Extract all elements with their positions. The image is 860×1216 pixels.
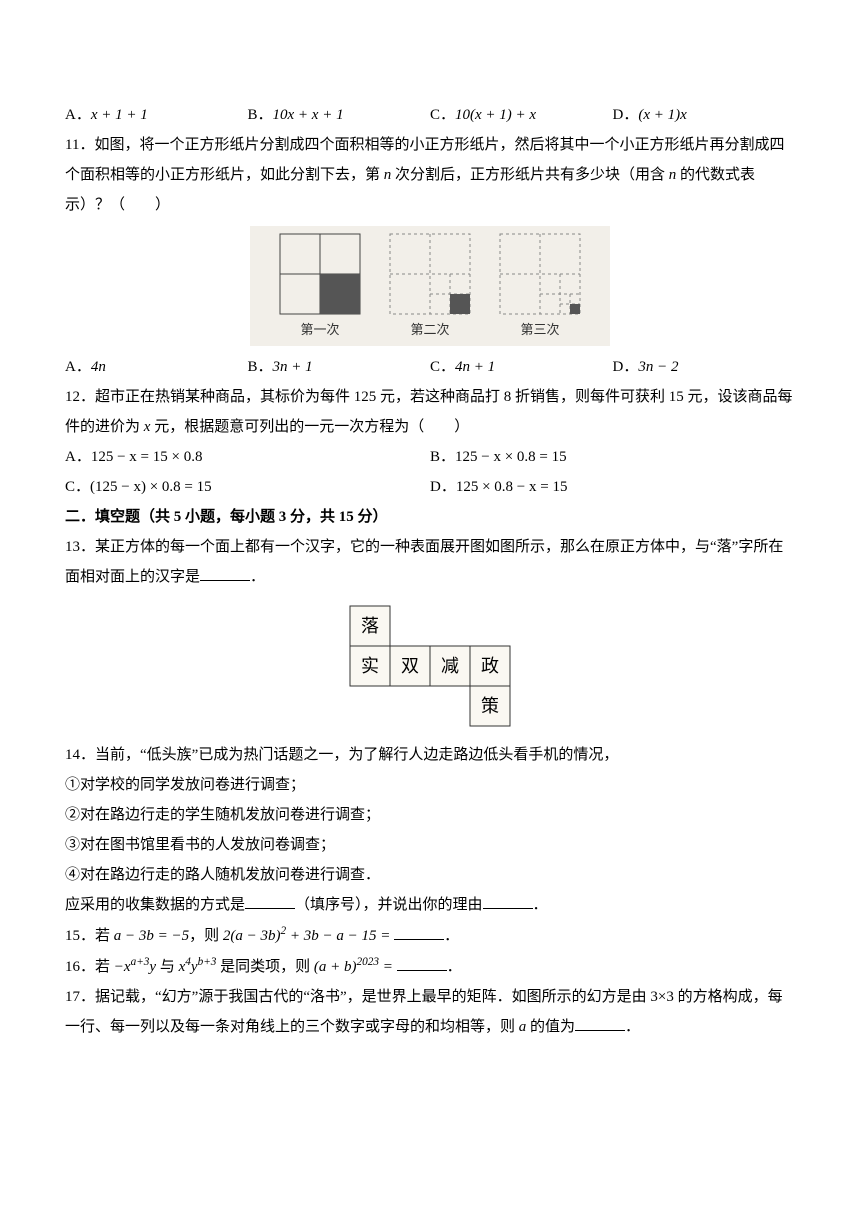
- opt-a: A．4n: [65, 352, 248, 382]
- svg-text:减: 减: [441, 656, 459, 676]
- q13-figure: 落实 双 减 政策: [65, 598, 795, 734]
- svg-text:策: 策: [481, 696, 499, 716]
- opt-a: A．x + 1 + 1: [65, 100, 248, 130]
- q10-options: A．x + 1 + 1 B．10x + x + 1 C．10(x + 1) + …: [65, 100, 795, 130]
- q16: 16．若 −xa+3y 与 x4yb+3 是同类项，则 (a + b)2023 …: [65, 951, 795, 982]
- q15: 15．若 a − 3b = −5，则 2(a − 3b)2 + 3b − a −…: [65, 920, 795, 951]
- opt-d: D．125 × 0.8 − x = 15: [430, 472, 795, 502]
- q14-item-4: ④对在路边行走的路人随机发放问卷进行调查．: [65, 860, 795, 890]
- q11: 11．如图，将一个正方形纸片分割成四个面积相等的小正方形纸片，然后将其中一个小正…: [65, 130, 795, 220]
- opt-c: C．(125 − x) × 0.8 = 15: [65, 472, 430, 502]
- blank: [575, 1013, 625, 1031]
- svg-text:落: 落: [361, 616, 379, 636]
- section-2-header: 二．填空题（共 5 小题，每小题 3 分，共 15 分）: [65, 502, 795, 532]
- svg-text:政: 政: [481, 656, 499, 676]
- opt-b: B．10x + x + 1: [248, 100, 431, 130]
- svg-text:双: 双: [401, 656, 419, 676]
- opt-c: C．10(x + 1) + x: [430, 100, 613, 130]
- opt-d: D．(x + 1)x: [613, 100, 796, 130]
- svg-text:实: 实: [361, 656, 379, 676]
- blank: [200, 563, 250, 581]
- opt-a: A．125 − x = 15 × 0.8: [65, 442, 430, 472]
- q12: 12．超市正在热销某种商品，其标价为每件 125 元，若这种商品打 8 折销售，…: [65, 382, 795, 442]
- q11-squares-diagram: 第一次 第二次 第三次: [250, 226, 610, 346]
- blank: [483, 891, 533, 909]
- svg-text:第二次: 第二次: [410, 322, 449, 337]
- opt-d: D．3n − 2: [613, 352, 796, 382]
- q14: 14．当前，“低头族”已成为热门话题之一，为了解行人边走路边低头看手机的情况，: [65, 740, 795, 770]
- q14-item-3: ③对在图书馆里看书的人发放问卷调查；: [65, 830, 795, 860]
- svg-text:第三次: 第三次: [520, 322, 559, 337]
- q12-options: A．125 − x = 15 × 0.8 B．125 − x × 0.8 = 1…: [65, 442, 795, 502]
- opt-c: C．4n + 1: [430, 352, 613, 382]
- blank: [397, 953, 447, 971]
- q14-tail: 应采用的收集数据的方式是（填序号），并说出你的理由．: [65, 890, 795, 920]
- q13-cube-net: 落实 双 减 政策: [330, 598, 530, 734]
- q14-item-2: ②对在路边行走的学生随机发放问卷进行调查；: [65, 800, 795, 830]
- q13: 13．某正方体的每一个面上都有一个汉字，它的一种表面展开图如图所示，那么在原正方…: [65, 532, 795, 592]
- q11-options: A．4n B．3n + 1 C．4n + 1 D．3n − 2: [65, 352, 795, 382]
- svg-text:第一次: 第一次: [300, 322, 339, 337]
- blank: [245, 891, 295, 909]
- blank: [394, 922, 444, 940]
- q14-item-1: ①对学校的同学发放问卷进行调查；: [65, 770, 795, 800]
- opt-b: B．125 − x × 0.8 = 15: [430, 442, 795, 472]
- opt-b: B．3n + 1: [248, 352, 431, 382]
- q17: 17．据记载，“幻方”源于我国古代的“洛书”，是世界上最早的矩阵．如图所示的幻方…: [65, 982, 795, 1042]
- q11-figure: 第一次 第二次 第三次: [65, 226, 795, 346]
